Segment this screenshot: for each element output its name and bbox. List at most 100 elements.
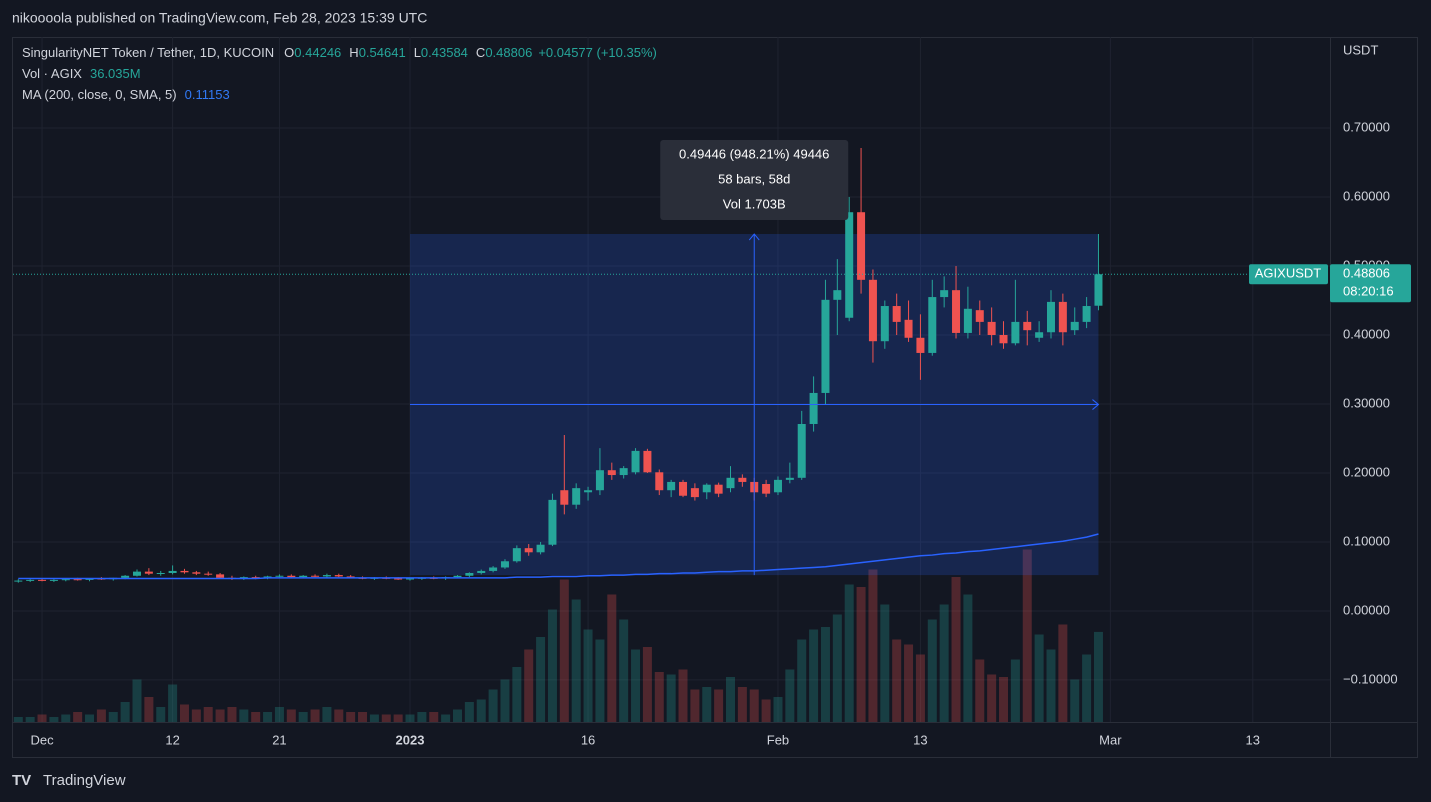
candle-body (892, 306, 901, 322)
legend-volume-name: Vol · AGIX (22, 66, 82, 81)
volume-bar (144, 697, 154, 722)
candle-body (584, 490, 593, 493)
candle-body (180, 570, 189, 573)
legend-line-2: Vol · AGIX 36.035M (22, 66, 141, 81)
y-tick-label: 0.60000 (1343, 188, 1390, 203)
candle-body (714, 484, 723, 494)
candle-body (809, 392, 818, 424)
candle-body (287, 575, 296, 578)
volume-bar (512, 667, 522, 722)
price-tag (1330, 264, 1411, 303)
candle-body (643, 450, 652, 473)
candle-body (204, 573, 213, 575)
candle-body (999, 335, 1008, 344)
volume-bar (251, 712, 261, 722)
volume-bar (488, 689, 498, 722)
candle-body (1082, 306, 1091, 322)
volume-bar (904, 644, 914, 722)
volume-bar (1093, 631, 1103, 722)
volume-bar (429, 712, 439, 722)
measure-arrow-up (748, 233, 760, 241)
volume-bar (96, 709, 106, 722)
candle-body (61, 579, 70, 581)
volume-bar (832, 614, 842, 722)
candle-body (536, 544, 545, 553)
candle-body (1035, 332, 1044, 338)
x-tick-label: Feb (767, 732, 789, 747)
volume-bar (547, 609, 557, 722)
candle-body (251, 577, 260, 579)
candle-body (477, 570, 486, 573)
x-tick-label: 13 (913, 732, 927, 747)
candle-body (73, 579, 82, 581)
measure-arrow-right (1092, 399, 1100, 410)
y-tick-label: 0.20000 (1343, 464, 1390, 479)
volume-bar (215, 709, 225, 722)
measure-label-box (660, 140, 849, 220)
measure-label: 0.49446 (948.21%) 49446 (679, 146, 829, 161)
candle-body (49, 579, 58, 581)
candle-body (702, 484, 711, 493)
volume-bar (49, 717, 59, 722)
volume-bar (702, 687, 712, 722)
candle-body (987, 321, 996, 336)
volume-bar (690, 689, 700, 722)
candle-body (595, 470, 604, 491)
volume-bar (263, 712, 273, 722)
candle-body (1023, 321, 1032, 331)
legend-symbol: SingularityNET Token / Tether, 1D, KUCOI… (22, 45, 274, 60)
volume-bar (987, 674, 997, 722)
volume-bar (726, 677, 735, 722)
candle-body (690, 488, 699, 498)
candle-body (406, 578, 415, 580)
volume-bar (571, 599, 581, 722)
volume-bar (381, 714, 391, 722)
volume-bar (286, 709, 296, 722)
measure-label: Vol 1.703B (723, 196, 786, 211)
volume-bar (999, 677, 1009, 722)
volume-bar (820, 627, 830, 722)
legend-line-1: SingularityNET Token / Tether, 1D, KUCOI… (22, 45, 657, 60)
legend-low: 0.43584 (421, 45, 468, 60)
candle-body (453, 575, 462, 578)
legend-ma: 0.11153 (185, 87, 230, 102)
volume-bar (1046, 649, 1056, 722)
volume-bar (85, 714, 95, 722)
x-tick-label: 12 (165, 732, 179, 747)
candle-body (133, 571, 141, 576)
candle-body (572, 488, 581, 505)
candle-body (679, 481, 688, 496)
volume-bar (1070, 679, 1080, 722)
volume-bar (120, 702, 130, 722)
volume-bar (73, 712, 83, 722)
legend-line-3: MA (200, close, 0, SMA, 5) 0.11153 (22, 87, 230, 102)
volume-bar (868, 569, 878, 722)
candle-body (38, 579, 47, 581)
legend-high: 0.54641 (359, 45, 406, 60)
candle-body (1058, 301, 1067, 333)
candle-body (1070, 321, 1079, 331)
y-tick-label: 0.10000 (1343, 533, 1390, 548)
candle-body (880, 306, 889, 342)
volume-bar (322, 707, 332, 722)
volume-bar (714, 689, 724, 722)
volume-bar (191, 709, 201, 722)
candle-body (619, 468, 628, 476)
candle-body (465, 572, 474, 576)
legend-change: +0.04577 (+10.35%) (538, 45, 657, 60)
legend-ma-name: MA (200, close, 0, SMA, 5) (22, 87, 177, 102)
legend-l: L (414, 45, 421, 60)
plot-layer: 0.49446 (948.21%) 49446 58 bars, 58d Vol 1… (13, 37, 1330, 722)
candle-body (833, 290, 842, 300)
volume-bar (631, 649, 641, 722)
volume-bar (239, 709, 249, 722)
candle-body (821, 299, 830, 393)
legend-o: O (284, 45, 294, 60)
legend-c: C (476, 45, 485, 60)
candle-body (1094, 274, 1103, 306)
y-tick-label: 0.70000 (1343, 119, 1390, 134)
x-tick-label: 16 (581, 732, 595, 747)
y-tick-label: 0.40000 (1343, 326, 1390, 341)
candle-body (797, 423, 806, 478)
